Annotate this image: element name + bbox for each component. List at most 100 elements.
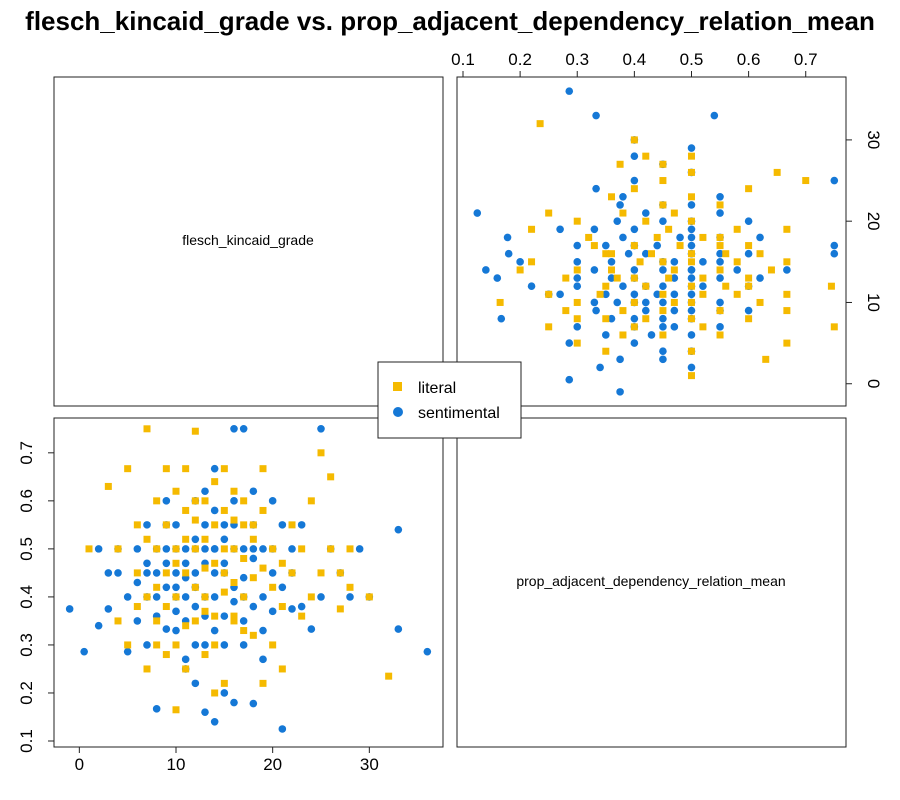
sentimental-point-top-right	[613, 217, 622, 225]
right-axis-tick-label: 0	[864, 379, 883, 388]
literal-point-top-right	[687, 152, 695, 160]
literal-point-bottom-left	[240, 521, 248, 529]
sentimental-point-bottom-left	[162, 559, 171, 568]
sentimental-point-bottom-left	[249, 602, 258, 611]
legend-sentimental-label: sentimental	[418, 405, 500, 422]
sentimental-point-top-right	[630, 152, 639, 160]
sentimental-point-bottom-left	[230, 425, 238, 433]
sentimental-point-top-right	[659, 314, 667, 323]
top-axis-tick-label: 0.1	[451, 50, 475, 69]
sentimental-point-bottom-left	[152, 705, 161, 713]
literal-point-top-right	[659, 160, 667, 168]
sentimental-point-bottom-left	[220, 559, 229, 568]
sentimental-point-top-right	[607, 258, 616, 266]
legend-literal-marker	[393, 382, 402, 391]
literal-point-bottom-left	[182, 569, 190, 577]
sentimental-point-top-right	[756, 233, 764, 242]
sentimental-point-bottom-left	[239, 545, 248, 553]
literal-point-bottom-left	[143, 425, 151, 433]
literal-point-bottom-left	[172, 559, 180, 567]
literal-point-top-right	[670, 209, 678, 217]
sentimental-point-top-right	[659, 266, 667, 274]
sentimental-point-bottom-left	[65, 605, 74, 613]
literal-point-top-right	[630, 274, 638, 282]
literal-point-bottom-left	[201, 607, 209, 615]
sentimental-point-bottom-left	[423, 647, 432, 656]
sentimental-point-top-right	[716, 274, 724, 282]
literal-point-top-right	[619, 307, 627, 315]
literal-point-bottom-left	[220, 545, 228, 553]
sentimental-point-bottom-left	[230, 597, 238, 606]
literal-point-bottom-left	[249, 574, 257, 582]
literal-point-bottom-left	[240, 593, 248, 601]
sentimental-point-top-right	[592, 111, 600, 120]
sentimental-point-bottom-left	[249, 699, 258, 708]
literal-point-bottom-left	[182, 465, 190, 473]
literal-point-top-right	[687, 168, 695, 176]
sentimental-point-top-right	[504, 249, 513, 258]
literal-point-bottom-left	[240, 497, 248, 505]
literal-point-top-right	[783, 307, 791, 315]
sentimental-point-top-right	[592, 184, 600, 193]
literal-point-bottom-left	[162, 465, 170, 473]
sentimental-point-top-right	[733, 266, 741, 274]
literal-point-top-right	[528, 258, 536, 266]
sentimental-point-top-right	[590, 266, 599, 274]
sentimental-point-top-right	[676, 233, 684, 242]
literal-point-bottom-left	[220, 569, 228, 577]
sentimental-point-bottom-left	[191, 679, 200, 688]
left-axis-tick-label: 0.5	[17, 537, 36, 561]
sentimental-point-bottom-left	[80, 647, 88, 656]
literal-point-bottom-left	[133, 569, 141, 577]
literal-point-bottom-left	[240, 627, 248, 635]
sentimental-point-top-right	[527, 282, 536, 291]
sentimental-point-top-right	[565, 339, 574, 347]
literal-point-top-right	[590, 242, 598, 250]
sentimental-point-bottom-left	[191, 569, 200, 577]
literal-point-bottom-left	[201, 535, 209, 543]
sentimental-point-bottom-left	[259, 655, 267, 664]
literal-point-bottom-left	[249, 631, 257, 639]
sentimental-point-bottom-left	[220, 612, 229, 620]
literal-point-top-right	[783, 339, 791, 347]
sentimental-point-top-right	[630, 176, 639, 185]
sentimental-point-top-right	[602, 331, 610, 339]
sentimental-point-bottom-left	[172, 607, 180, 616]
literal-point-top-right	[699, 233, 707, 241]
literal-point-top-right	[716, 233, 724, 241]
literal-point-bottom-left	[317, 569, 325, 577]
sentimental-point-bottom-left	[143, 569, 151, 577]
literal-point-top-right	[733, 290, 741, 298]
literal-point-top-right	[630, 185, 638, 193]
literal-point-top-right	[676, 242, 684, 250]
literal-point-bottom-left	[298, 612, 306, 620]
sentimental-point-top-right	[744, 249, 753, 258]
sentimental-point-bottom-left	[104, 569, 113, 577]
literal-point-top-right	[608, 193, 616, 201]
sentimental-point-top-right	[573, 258, 582, 266]
literal-point-bottom-left	[365, 593, 373, 601]
literal-point-bottom-left	[307, 497, 315, 505]
sentimental-point-top-right	[607, 314, 616, 323]
literal-point-top-right	[659, 258, 667, 266]
literal-point-bottom-left	[153, 545, 161, 553]
sentimental-point-bottom-left	[210, 545, 219, 553]
bottom-axis-tick-label: 0	[75, 755, 84, 774]
literal-point-bottom-left	[288, 569, 296, 577]
sentimental-point-top-right	[716, 192, 724, 201]
sentimental-point-bottom-left	[114, 569, 122, 577]
literal-point-bottom-left	[114, 617, 122, 625]
sentimental-point-bottom-left	[346, 593, 354, 601]
sentimental-point-bottom-left	[143, 559, 151, 568]
sentimental-point-top-right	[573, 274, 582, 282]
sentimental-point-top-right	[596, 363, 604, 372]
sentimental-point-bottom-left	[152, 569, 161, 577]
literal-point-top-right	[783, 225, 791, 233]
sentimental-point-top-right	[687, 331, 696, 339]
sentimental-point-top-right	[647, 331, 656, 339]
sentimental-point-bottom-left	[268, 607, 277, 616]
sentimental-point-top-right	[619, 233, 627, 242]
sentimental-point-bottom-left	[249, 545, 258, 553]
literal-point-top-right	[659, 331, 667, 339]
literal-point-top-right	[687, 315, 695, 323]
